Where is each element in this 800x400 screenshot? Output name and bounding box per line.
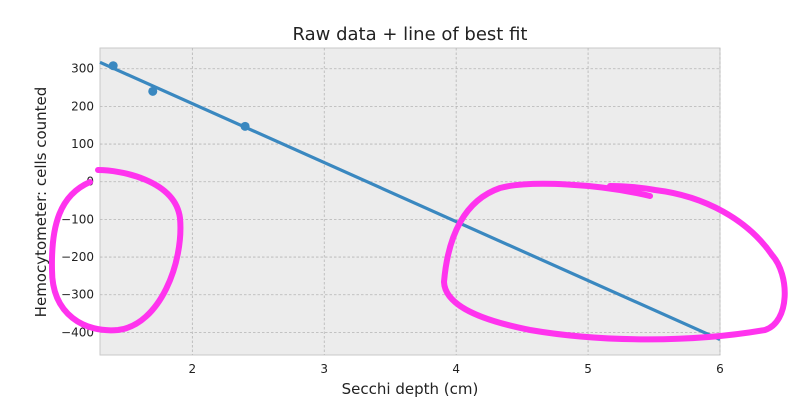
annotation-marks <box>48 167 788 343</box>
x-tick-label: 5 <box>584 362 592 376</box>
y-tick-label: 200 <box>71 99 94 113</box>
y-tick-label: −200 <box>61 250 94 264</box>
y-tick-label: 300 <box>71 62 94 76</box>
y-tick-label: −300 <box>61 288 94 302</box>
y-tick-label: −100 <box>61 212 94 226</box>
x-tick-label: 3 <box>320 362 328 376</box>
y-tick-label: 100 <box>71 137 94 151</box>
x-tick-label: 4 <box>452 362 460 376</box>
data-point <box>148 86 158 96</box>
y-axis-label: Hemocytometer: cells counted <box>32 87 50 318</box>
data-marks <box>99 60 721 342</box>
annotation-loop-right <box>441 180 788 343</box>
best-fit-line <box>99 60 721 342</box>
annotation-loop-left <box>48 167 184 334</box>
gridlines <box>100 48 721 355</box>
chart-title: Raw data + line of best fit <box>293 24 528 45</box>
x-tick-label: 6 <box>716 362 724 376</box>
x-axis-label: Secchi depth (cm) <box>342 380 479 398</box>
x-axis-ticks: 2 3 4 5 6 <box>189 362 724 376</box>
x-tick-label: 2 <box>189 362 197 376</box>
